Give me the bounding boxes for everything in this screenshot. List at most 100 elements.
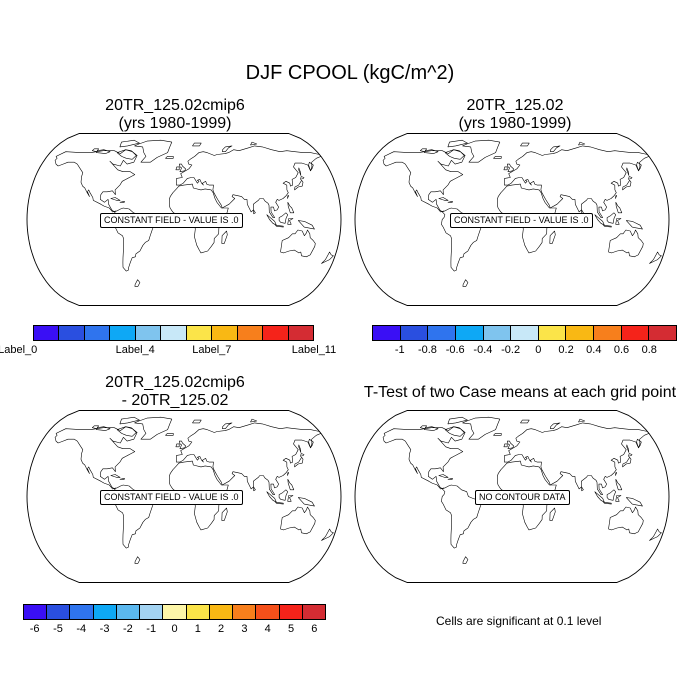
coastline-cuba bbox=[438, 474, 449, 478]
coastline-java bbox=[603, 501, 612, 505]
cb3-swatch-0 bbox=[24, 605, 48, 619]
coastline-ireland bbox=[175, 443, 180, 448]
coastline-ellesmere bbox=[119, 139, 140, 148]
coastline-philippines bbox=[615, 479, 623, 491]
coastline-severnaya bbox=[578, 418, 586, 423]
cb2-label: 0 bbox=[535, 344, 542, 356]
coastline-eurasia bbox=[504, 145, 650, 218]
cb3-label: -5 bbox=[53, 623, 63, 635]
cb3-label: 1 bbox=[194, 623, 201, 635]
coastline-sulawesi bbox=[287, 495, 294, 502]
coastline-nzealand bbox=[321, 528, 334, 541]
coastline-madagascar bbox=[549, 230, 556, 244]
coastline-kamchatka bbox=[308, 438, 314, 449]
coastline-newguinea bbox=[298, 220, 315, 230]
coastline-hokkaido bbox=[300, 453, 305, 457]
coastline-australia bbox=[280, 506, 316, 535]
coastline-svalbard bbox=[520, 142, 530, 147]
coastline-sakhalin bbox=[626, 444, 630, 453]
coastline-newguinea bbox=[298, 497, 315, 507]
coastline-iceland bbox=[165, 433, 174, 436]
coastline-greenland bbox=[462, 139, 501, 163]
coastline-namerica bbox=[54, 426, 138, 490]
cb1-swatch-0 bbox=[34, 326, 60, 340]
cb2-label: -0.8 bbox=[417, 344, 437, 356]
coastline-namerica bbox=[54, 149, 138, 213]
cb2-swatch-10 bbox=[649, 326, 677, 340]
coastline-sumatra bbox=[594, 491, 605, 503]
coastline-java bbox=[275, 501, 284, 505]
coastline-eurasia bbox=[176, 422, 322, 495]
coastline-banks bbox=[92, 425, 99, 429]
coastline-antarcticPen bbox=[462, 556, 469, 564]
coastline-sumatra bbox=[266, 214, 277, 226]
coastline-baffin bbox=[444, 426, 465, 437]
coastline-hokkaido bbox=[300, 176, 305, 180]
cb1-swatch-5 bbox=[161, 326, 187, 340]
coastline-banks bbox=[420, 148, 427, 152]
cb3-swatch-5 bbox=[140, 605, 164, 619]
significance-note: Cells are significant at 0.1 level bbox=[436, 614, 602, 628]
coastline-cuba bbox=[438, 197, 449, 201]
coastline-borneo bbox=[278, 489, 288, 501]
coastline-novaya bbox=[550, 145, 561, 152]
coastline-madagascar bbox=[549, 507, 556, 521]
coastline-hokkaido bbox=[628, 453, 633, 457]
cb3-label: 6 bbox=[311, 623, 318, 635]
coastline-hispaniola bbox=[119, 201, 125, 203]
coastline-ireland bbox=[503, 443, 508, 448]
coastline-banks bbox=[420, 425, 427, 429]
coastline-australia bbox=[608, 229, 644, 258]
coastline-samerica bbox=[441, 484, 482, 549]
coastline-sumatra bbox=[594, 214, 605, 226]
cb2-swatch-5 bbox=[511, 326, 539, 340]
cb1-label: Label_11 bbox=[291, 344, 337, 356]
cb2-swatch-9 bbox=[621, 326, 650, 340]
coastline-taiwan bbox=[287, 195, 289, 199]
coastline-australia bbox=[280, 229, 316, 258]
coastline-severnaya bbox=[578, 141, 586, 146]
coastline-taiwan bbox=[615, 472, 617, 476]
coastline-kamchatka bbox=[308, 161, 314, 172]
cb2-swatch-1 bbox=[400, 326, 429, 340]
coastline-madagascar bbox=[221, 507, 228, 521]
cb1-label: Label_7 bbox=[192, 344, 232, 356]
coastline-japan bbox=[622, 180, 632, 191]
coastline-iceland bbox=[165, 156, 174, 159]
cb3-swatch-6 bbox=[163, 605, 187, 619]
panel-3-info-box: CONSTANT FIELD - VALUE IS .0 bbox=[100, 490, 243, 505]
coastline-baffin bbox=[116, 149, 137, 160]
coastline-hispaniola bbox=[119, 478, 125, 480]
coastline-greenland bbox=[462, 416, 501, 440]
cb2-label: 0.8 bbox=[641, 344, 657, 356]
panel-1-info-box: CONSTANT FIELD - VALUE IS .0 bbox=[100, 213, 243, 228]
coastline-namerica bbox=[382, 426, 466, 490]
coastline-kamchatka bbox=[636, 438, 642, 449]
coastline-svalbard bbox=[192, 142, 202, 147]
colorbar-2 bbox=[372, 325, 677, 341]
coastline-nzealand bbox=[649, 251, 662, 264]
coastline-taiwan bbox=[615, 195, 617, 199]
coastline-sulawesi bbox=[615, 218, 622, 225]
cb1-swatch-3 bbox=[110, 326, 136, 340]
cb3-label: 4 bbox=[264, 623, 271, 635]
coastline-hispaniola bbox=[447, 478, 453, 480]
cb2-swatch-7 bbox=[566, 326, 595, 340]
panel-4-title: T-Test of two Case means at each grid po… bbox=[363, 384, 677, 401]
cb1-label: Label_0 bbox=[0, 344, 38, 356]
coastline-uk bbox=[507, 163, 514, 172]
colorbar-3 bbox=[23, 604, 326, 620]
cb2-swatch-8 bbox=[594, 326, 622, 340]
coastline-taiwan bbox=[287, 472, 289, 476]
coastline-baffin bbox=[444, 149, 465, 160]
cb2-label: 0.4 bbox=[586, 344, 602, 356]
cb2-swatch-6 bbox=[538, 326, 567, 340]
coastline-hokkaido bbox=[628, 176, 633, 180]
coastline-namerica bbox=[382, 149, 466, 213]
coastline-australia bbox=[608, 506, 644, 535]
cb2-label: 0.6 bbox=[613, 344, 630, 356]
coastline-sakhalin bbox=[626, 167, 630, 176]
coastline-borneo bbox=[606, 489, 616, 501]
cb1-swatch-4 bbox=[135, 326, 162, 340]
cb3-label: 2 bbox=[218, 623, 225, 635]
